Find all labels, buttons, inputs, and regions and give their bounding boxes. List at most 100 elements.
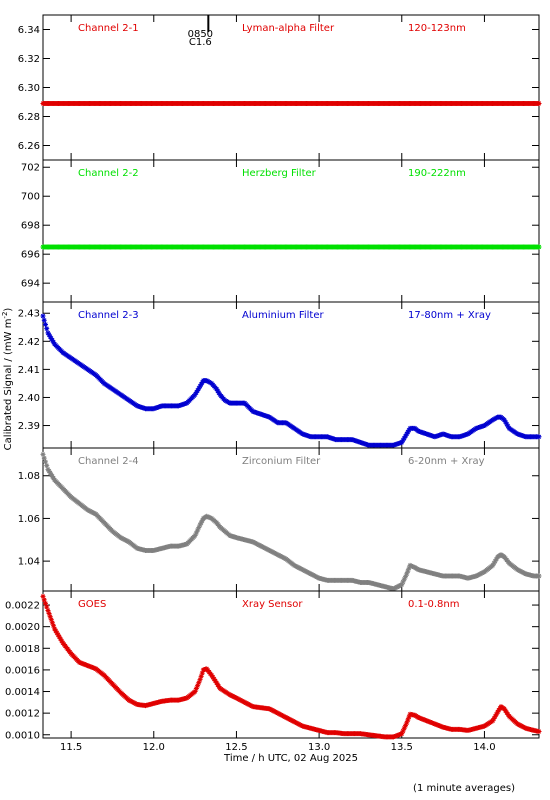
data-point [401,435,407,441]
data-point [49,337,55,343]
data-point [536,434,542,440]
panel-label: Channel 2-2 [78,168,139,179]
data-series [40,593,542,740]
data-point [50,623,56,629]
panel-label: Zirconium Filter [242,456,321,467]
x-tick-label: 14.0 [473,742,495,753]
y-tick-label: 2.41 [18,365,40,376]
data-point [195,683,201,689]
data-point [492,713,498,719]
y-tick-label: 6.30 [18,83,40,94]
data-point [192,533,198,539]
y-tick-label: 6.34 [18,25,40,36]
data-point [197,677,203,683]
footnote: (1 minute averages) [413,783,515,794]
y-axis-label-end: ) [3,308,14,312]
y-axis-label-sup: -2 [1,312,9,319]
data-point [195,527,201,533]
data-point [493,711,499,717]
y-tick-label: 6.32 [18,54,40,65]
data-point [42,459,48,465]
y-tick-label: 0.0014 [5,687,40,698]
data-point [199,518,205,524]
data-point [536,244,542,250]
y-tick-label: 702 [21,163,40,174]
y-tick-label: 0.0022 [5,601,40,612]
data-point [402,433,408,439]
panel-label: Channel 2-4 [78,456,139,467]
data-point [193,390,199,396]
y-tick-label: 0.0016 [5,665,40,676]
panel-1: 6.26 6.28 6.30 6.32 6.34 Channel 2-1 Lyman-alp… [18,14,542,161]
panel-label: Aluminium Filter [242,310,325,321]
x-tick-label: 11.5 [60,742,82,753]
data-point [216,390,222,396]
data-point [400,437,406,443]
data-point [198,520,204,526]
data-point [399,439,405,445]
y-tick-label: 1.06 [18,514,40,525]
data-point [196,680,202,686]
panel-label: Channel 2-1 [78,23,139,34]
data-point [399,582,405,588]
panel-5: 0.0010 0.0012 0.0014 0.0016 0.0018 0.0020 0.00… [5,590,542,741]
data-point [406,427,412,433]
data-point [44,463,50,469]
data-point [52,626,58,632]
y-tick-label: 0.0012 [5,709,40,720]
data-point [406,714,412,720]
data-point [42,321,48,327]
data-point [399,731,405,737]
data-point [40,313,46,319]
panel-label: Lyman-alpha Filter [242,23,335,34]
data-point [505,423,511,429]
data-point [404,571,410,577]
data-point [405,717,411,723]
x-tick-label: 12.0 [143,742,165,753]
y-tick-label: 6.26 [18,141,40,152]
data-point [41,317,47,323]
data-series [40,313,542,448]
data-point [59,638,65,644]
x-axis-ticks: 11.5 12.0 12.5 13.0 13.5 14.0 [60,742,496,753]
x-axis-label: Time / h UTC, 02 Aug 2025 [223,753,358,764]
panel-3: 2.39 2.40 2.41 2.42 2.43 Channel 2-3 Aluminium… [18,301,542,449]
data-point [49,620,55,626]
data-point [405,568,411,574]
flare-marker: 0850 C1.6 [188,15,213,48]
panel-label: Herzberg Filter [242,168,317,179]
data-point [491,560,497,566]
panel-label: GOES [78,599,106,610]
data-point [46,332,52,338]
data-point [50,339,56,345]
data-point [47,614,53,620]
data-point [197,522,203,528]
data-point [40,593,46,599]
panels: 6.26 6.28 6.30 6.32 6.34 Channel 2-1 Lyman-alp… [5,14,542,741]
data-point [199,670,205,676]
data-point [198,381,204,387]
data-point [45,330,51,336]
panel-frame [42,447,540,592]
data-point [57,636,63,642]
flare-marker-class: C1.6 [189,37,212,48]
y-tick-label: 694 [21,279,40,290]
y-tick-label: 696 [21,250,40,261]
data-point [501,417,507,423]
data-point [48,336,54,341]
y-tick-label: 2.39 [18,421,40,432]
data-point [42,600,48,606]
panel-label: 120-123nm [408,23,466,34]
data-point [192,392,198,398]
data-point [196,525,202,531]
data-point [401,576,407,582]
data-point [503,419,509,425]
data-point [405,429,411,435]
data-point [491,716,497,722]
data-point [45,607,51,613]
data-point [404,720,410,726]
y-tick-label: 2.43 [18,309,40,320]
x-tick-label: 13.5 [391,742,413,753]
y-tick-label: 2.42 [18,337,40,348]
